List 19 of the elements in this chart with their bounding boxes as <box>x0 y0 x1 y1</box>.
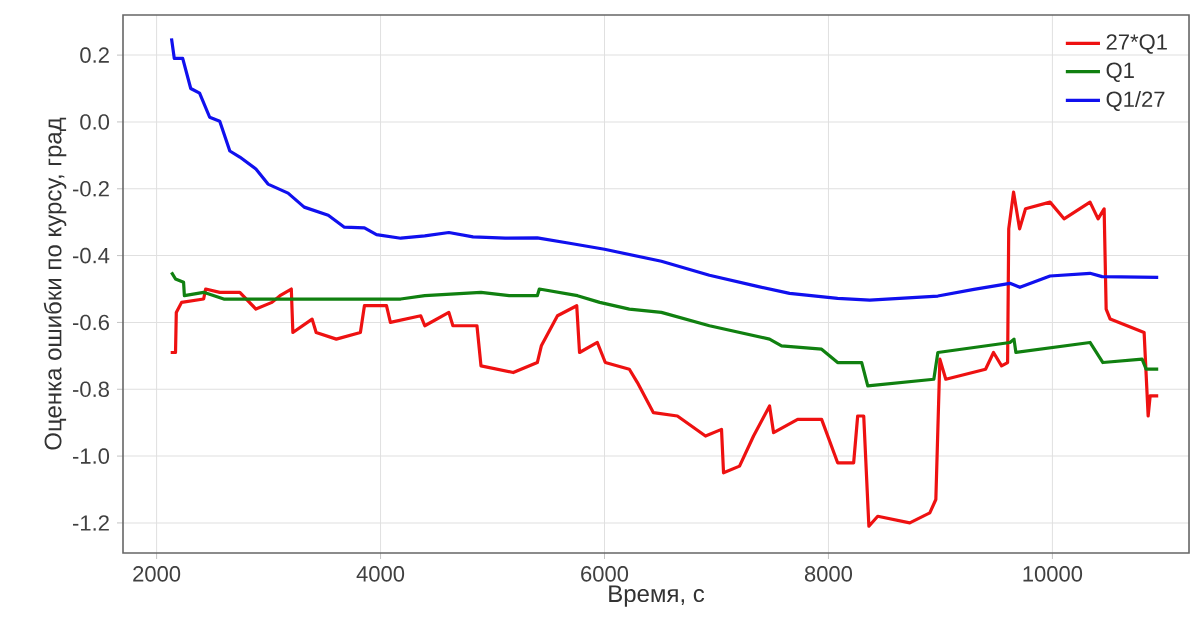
x-tick-label: 6000 <box>581 566 629 582</box>
y-tick-label: -0.8 <box>73 381 109 398</box>
y-tick-label: -0.6 <box>73 314 109 331</box>
x-tick-label: 2000 <box>133 566 181 582</box>
y-axis-title: Оценка ошибки по курсу, град <box>43 117 67 450</box>
line-series <box>169 190 1160 528</box>
y-tick-label: -0.2 <box>73 181 109 197</box>
y-tick-label: -1.2 <box>73 515 109 531</box>
y-tick-label: -1.0 <box>73 448 110 464</box>
x-tick-label: 4000 <box>356 566 405 582</box>
y-tick-label: 0.0 <box>80 114 110 130</box>
y-tick-label: -0.4 <box>73 247 110 264</box>
x-tick-label: 8000 <box>804 566 853 582</box>
y-tick-label: 0.2 <box>80 47 109 63</box>
legend-label: Q1/27 <box>1106 90 1165 111</box>
x-tick-label: 10000 <box>1023 566 1083 582</box>
legend-label: 27*Q1 <box>1106 34 1167 54</box>
x-axis-title: Время, с <box>609 585 705 607</box>
legend-label: Q1 <box>1106 62 1134 83</box>
